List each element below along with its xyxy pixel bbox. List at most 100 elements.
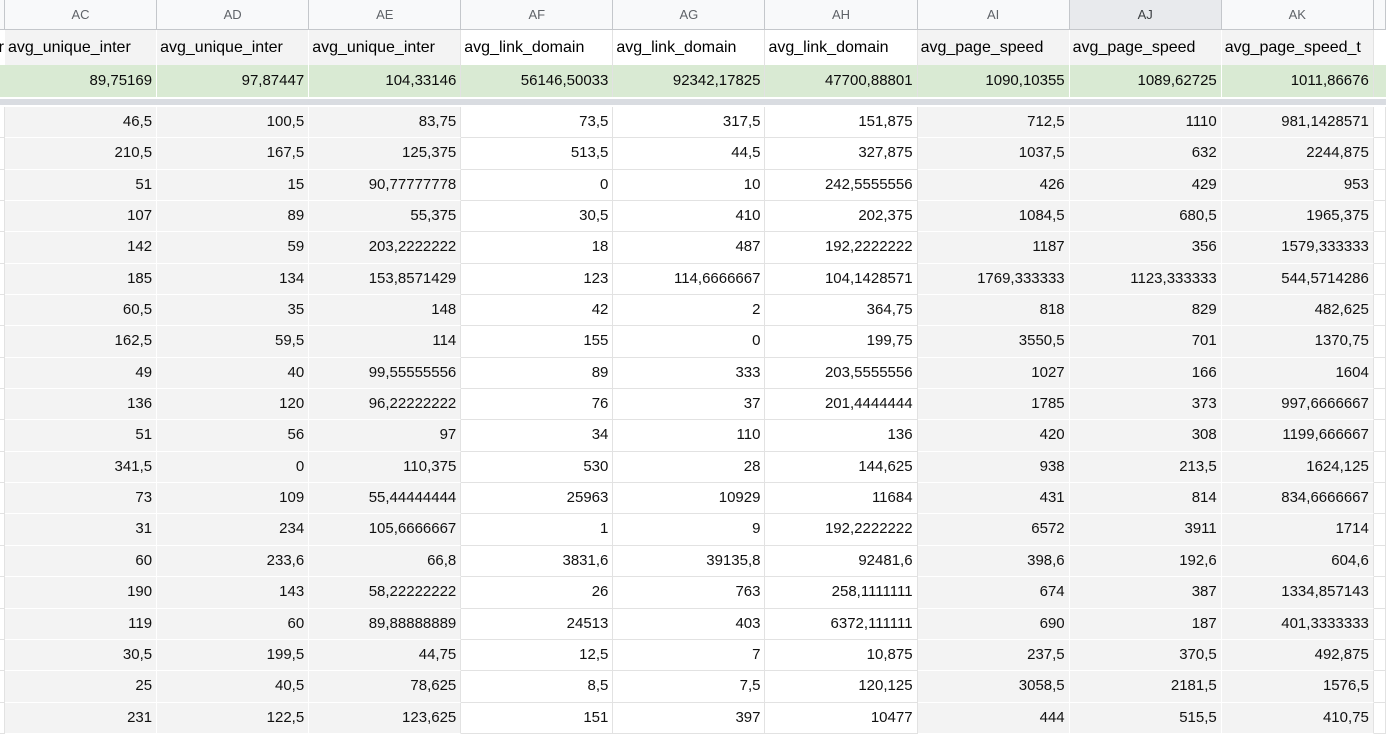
cell[interactable]: 981,1428571 [1221, 107, 1374, 139]
cell[interactable]: 73 [5, 483, 158, 515]
cell[interactable]: 429 [1069, 169, 1222, 202]
cell[interactable]: 1334,857143 [1221, 577, 1374, 609]
cell[interactable]: 333 [613, 357, 766, 390]
row-right-sliver[interactable] [1373, 451, 1386, 484]
cell[interactable]: 185 [5, 263, 158, 296]
cell[interactable]: 6372,111111 [765, 608, 918, 640]
cell[interactable]: 89 [157, 201, 310, 233]
row-right-sliver[interactable] [1373, 295, 1386, 327]
row-left-sliver[interactable] [0, 232, 5, 264]
row-left-sliver[interactable] [0, 451, 5, 484]
cell[interactable]: 953 [1221, 169, 1374, 202]
cell[interactable]: 55,44444444 [309, 483, 462, 515]
cell[interactable]: 1785 [917, 389, 1070, 421]
cell[interactable]: 308 [1069, 420, 1222, 452]
cell[interactable]: 73,5 [461, 107, 614, 139]
row-left-sliver[interactable] [0, 263, 5, 296]
cell[interactable]: 89 [461, 357, 614, 390]
summary-cell-AG[interactable]: 92342,17825 [613, 65, 766, 97]
summary-cell-AF[interactable]: 56146,50033 [461, 65, 614, 97]
cell[interactable]: 213,5 [1069, 451, 1222, 484]
cell[interactable]: 210,5 [5, 138, 158, 170]
cell[interactable]: 426 [917, 169, 1070, 202]
cell[interactable]: 114 [309, 326, 462, 358]
row-left-sliver[interactable] [0, 671, 5, 703]
row-right-sliver[interactable] [1373, 169, 1386, 202]
cell[interactable]: 680,5 [1069, 201, 1222, 233]
cell[interactable]: 9 [613, 514, 766, 546]
cell[interactable]: 370,5 [1069, 639, 1222, 672]
cell[interactable]: 60 [5, 545, 158, 578]
cell[interactable]: 107 [5, 201, 158, 233]
row-left-sliver[interactable] [0, 639, 5, 672]
column-header-AK[interactable]: AK [1221, 0, 1374, 30]
cell[interactable]: 1 [461, 514, 614, 546]
cell[interactable]: 829 [1069, 295, 1222, 327]
cell[interactable]: 2244,875 [1221, 138, 1374, 170]
row-left-sliver[interactable] [0, 702, 5, 734]
cell[interactable]: 401,3333333 [1221, 608, 1374, 640]
column-header-AD[interactable]: AD [157, 0, 310, 30]
cell[interactable]: 49 [5, 357, 158, 390]
cell[interactable]: 148 [309, 295, 462, 327]
cell[interactable]: 834,6666667 [1221, 483, 1374, 515]
cell[interactable]: 327,875 [765, 138, 918, 170]
cell[interactable]: 203,2222222 [309, 232, 462, 264]
row-right-sliver[interactable] [1373, 357, 1386, 390]
cell[interactable]: 60,5 [5, 295, 158, 327]
column-header-AH[interactable]: AH [765, 0, 918, 30]
cell[interactable]: 0 [157, 451, 310, 484]
row-left-sliver[interactable] [0, 169, 5, 202]
cell[interactable]: 258,1111111 [765, 577, 918, 609]
row-left-sliver[interactable] [0, 138, 5, 170]
cell[interactable]: 120 [157, 389, 310, 421]
cell[interactable]: 30,5 [461, 201, 614, 233]
summary-cell-AD[interactable]: 97,87447 [157, 65, 310, 97]
cell[interactable]: 201,4444444 [765, 389, 918, 421]
cell[interactable]: 120,125 [765, 671, 918, 703]
cell[interactable]: 122,5 [157, 702, 310, 734]
cell[interactable]: 431 [917, 483, 1070, 515]
cell[interactable]: 96,22222222 [309, 389, 462, 421]
cell[interactable]: 1965,375 [1221, 201, 1374, 233]
cell[interactable]: 151,875 [765, 107, 918, 139]
row-left-sliver[interactable] [0, 357, 5, 390]
cell[interactable]: 202,375 [765, 201, 918, 233]
cell[interactable]: 7,5 [613, 671, 766, 703]
cell[interactable]: 51 [5, 169, 158, 202]
cell[interactable]: 60 [157, 608, 310, 640]
field-name-AE[interactable]: avg_unique_inter [309, 30, 462, 65]
cell[interactable]: 397 [613, 702, 766, 734]
cell[interactable]: 144,625 [765, 451, 918, 484]
field-name-AH[interactable]: avg_link_domain [765, 30, 918, 65]
cell[interactable]: 34 [461, 420, 614, 452]
row-right-sliver[interactable] [1373, 671, 1386, 703]
cell[interactable]: 123,625 [309, 702, 462, 734]
cell[interactable]: 134 [157, 263, 310, 296]
cell[interactable]: 398,6 [917, 545, 1070, 578]
column-header-AI[interactable]: AI [917, 0, 1070, 30]
summary-cell-AJ[interactable]: 1089,62725 [1069, 65, 1222, 97]
cell[interactable]: 59,5 [157, 326, 310, 358]
cell[interactable]: 690 [917, 608, 1070, 640]
cell[interactable]: 1624,125 [1221, 451, 1374, 484]
cell[interactable]: 3550,5 [917, 326, 1070, 358]
cell[interactable]: 410,75 [1221, 702, 1374, 734]
cell[interactable]: 66,8 [309, 545, 462, 578]
row-left-sliver[interactable] [0, 295, 5, 327]
row-right-sliver[interactable] [1373, 232, 1386, 264]
cell[interactable]: 818 [917, 295, 1070, 327]
cell[interactable]: 199,75 [765, 326, 918, 358]
column-header-AF[interactable]: AF [461, 0, 614, 30]
cell[interactable]: 187 [1069, 608, 1222, 640]
field-name-AI[interactable]: avg_page_speed [917, 30, 1070, 65]
cell[interactable]: 997,6666667 [1221, 389, 1374, 421]
row-right-sliver[interactable] [1373, 420, 1386, 452]
cell[interactable]: 6572 [917, 514, 1070, 546]
cell[interactable]: 31 [5, 514, 158, 546]
cell[interactable]: 18 [461, 232, 614, 264]
cell[interactable]: 190 [5, 577, 158, 609]
field-name-AJ[interactable]: avg_page_speed [1069, 30, 1222, 65]
cell[interactable]: 632 [1069, 138, 1222, 170]
cell[interactable]: 242,5555556 [765, 169, 918, 202]
